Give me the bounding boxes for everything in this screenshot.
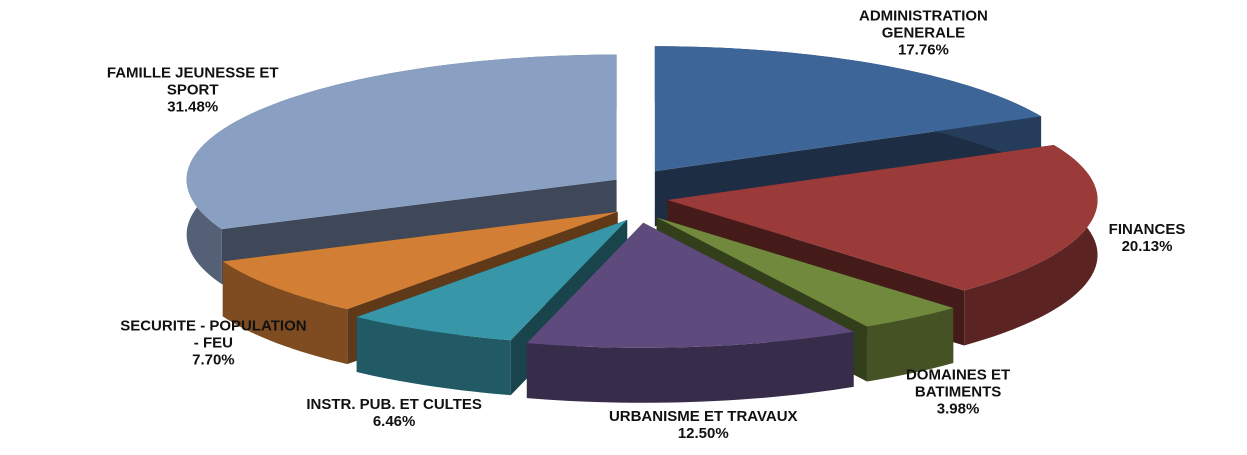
slice-label: SECURITE - POPULATION - FEU 7.70% xyxy=(118,318,308,369)
slice-top xyxy=(186,54,617,230)
slice-top xyxy=(656,217,954,327)
slice-label: FINANCES 20.13% xyxy=(1052,221,1242,255)
category-name: URBANISME ET TRAVAUX xyxy=(608,408,798,425)
slice xyxy=(526,222,854,403)
slice-label: ADMINISTRATION GENERALE 17.76% xyxy=(828,8,1018,59)
slice-top xyxy=(667,145,1098,291)
slice-top xyxy=(526,222,854,348)
value-label: 7.70% xyxy=(192,351,235,369)
slice-label: DOMAINES ET BATIMENTS 3.98% xyxy=(863,367,1053,418)
category-name: ADMINISTRATION GENERALE xyxy=(858,7,988,42)
category-name: INSTR. PUB. ET CULTES xyxy=(306,396,482,414)
value-label: 17.76% xyxy=(898,41,949,59)
category-name: FAMILLE JEUNESSE ET SPORT xyxy=(106,64,279,99)
category-name: DOMAINES ET BATIMENTS xyxy=(905,366,1011,401)
slice-top xyxy=(222,211,618,310)
slice-top xyxy=(356,219,628,341)
value-label: 31.48% xyxy=(167,98,219,116)
slice-top xyxy=(654,46,1042,172)
slice-side xyxy=(866,308,954,382)
value-label: 6.46% xyxy=(372,413,416,431)
value-label: 3.98% xyxy=(936,400,980,418)
slice-side xyxy=(222,261,348,365)
slice-label: INSTR. PUB. ET CULTES 6.46% xyxy=(299,396,489,430)
slice-label: URBANISME ET TRAVAUX 12.50% xyxy=(608,408,798,442)
slice-side xyxy=(526,331,854,403)
value-label: 20.13% xyxy=(1121,238,1173,256)
slice-label: FAMILLE JEUNESSE ET SPORT 31.48% xyxy=(98,65,288,116)
value-label: 12.50% xyxy=(677,425,729,442)
category-name: SECURITE - POPULATION - FEU xyxy=(120,317,307,352)
slice-side xyxy=(356,317,511,396)
category-name: FINANCES xyxy=(1108,221,1186,239)
